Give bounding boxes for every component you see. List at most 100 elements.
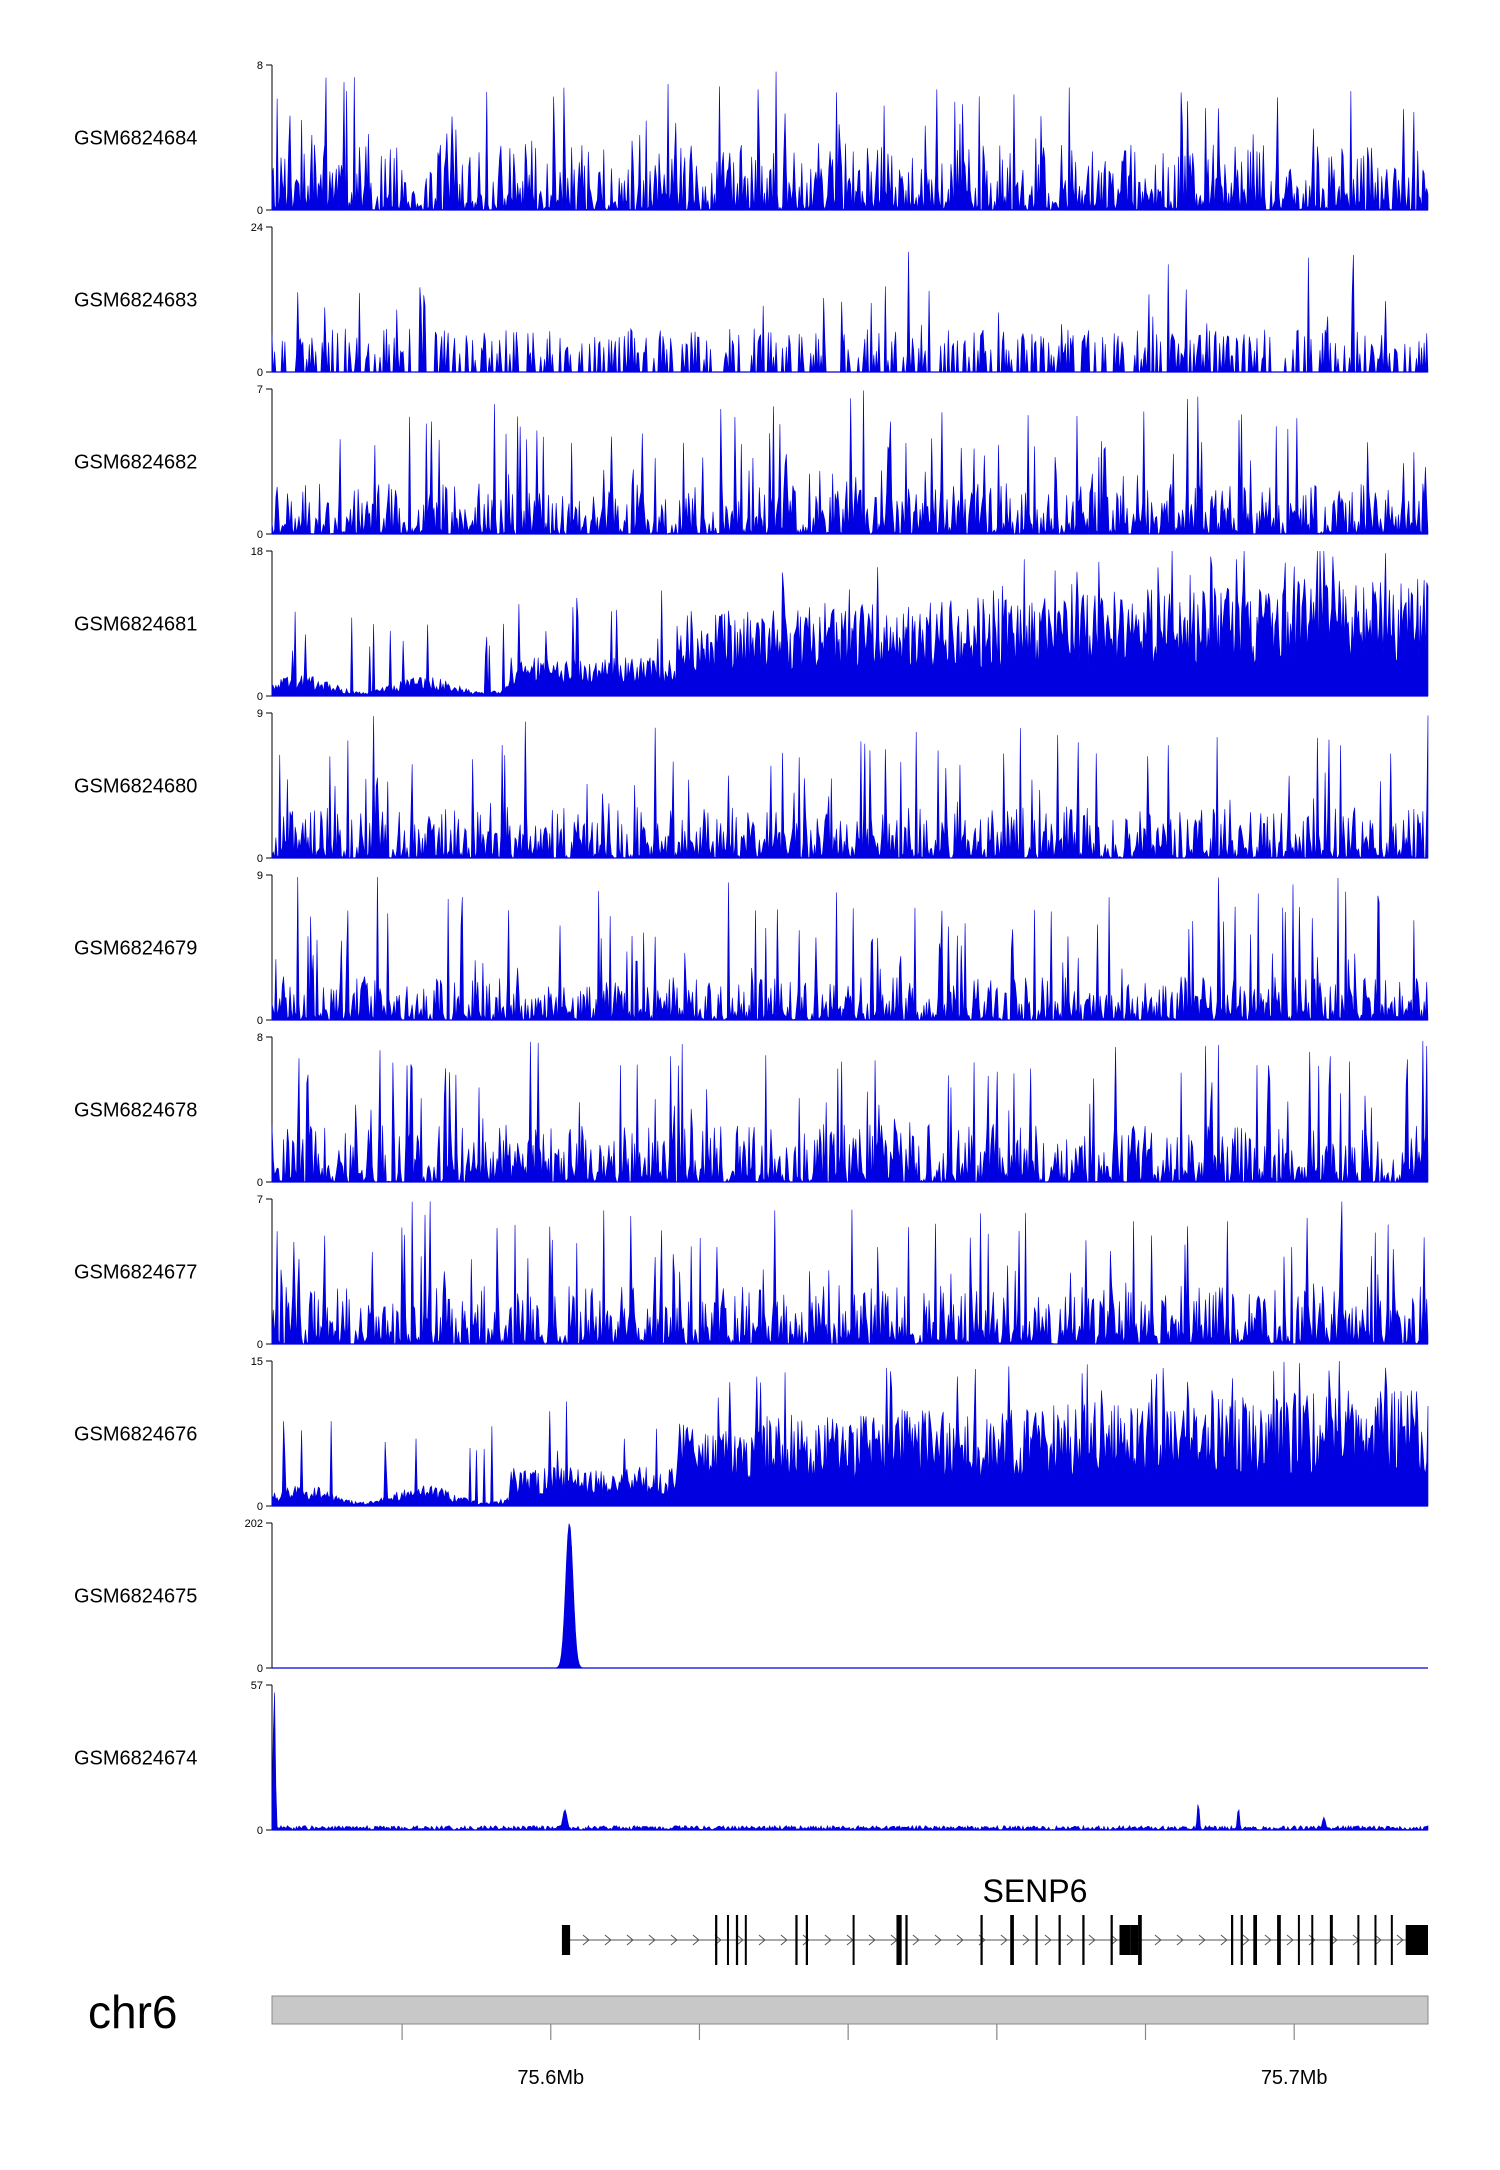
exon-block: [1110, 1915, 1113, 1965]
exon-block: [852, 1915, 855, 1965]
exon-block: [1390, 1915, 1393, 1965]
exon-block: [1329, 1915, 1333, 1965]
signal-area: [271, 1692, 1429, 1831]
exon-block: [980, 1915, 983, 1965]
track-label: GSM6824674: [74, 1748, 197, 1770]
track-label: GSM6824678: [74, 1100, 197, 1122]
strand-arrow: [824, 1934, 832, 1946]
y-tick-label-min: 0: [257, 1339, 263, 1351]
exon-block: [905, 1915, 908, 1965]
y-tick-label-min: 0: [257, 1663, 263, 1675]
y-tick-label-min: 0: [257, 1501, 263, 1513]
strand-arrow: [626, 1934, 634, 1946]
track-GSM6824676: GSM6824676 15 0: [74, 1356, 1429, 1513]
strand-arrow: [1022, 1934, 1030, 1946]
y-tick-label-max: 9: [257, 870, 263, 882]
strand-arrow: [1242, 1934, 1250, 1946]
exon-block: [715, 1915, 718, 1965]
y-tick-label-max: 24: [251, 222, 263, 234]
y-tick-label-min: 0: [257, 367, 263, 379]
exon-block: [1010, 1915, 1014, 1965]
y-tick-label-max: 8: [257, 1032, 263, 1044]
track-label: GSM6824680: [74, 776, 197, 798]
y-tick-label-min: 0: [257, 1015, 263, 1027]
y-tick-label-min: 0: [257, 853, 263, 865]
signal-area: [271, 715, 1429, 860]
track-label: GSM6824682: [74, 452, 197, 474]
y-tick-label-min: 0: [257, 205, 263, 217]
strand-arrow: [1330, 1934, 1338, 1946]
strand-arrow: [1176, 1934, 1184, 1946]
signal-area: [271, 390, 1429, 536]
gene-name-label: SENP6: [982, 1873, 1087, 1909]
track-GSM6824679: GSM6824679 9 0: [74, 870, 1429, 1027]
exon-block: [561, 1925, 571, 1955]
strand-arrow: [604, 1934, 612, 1946]
track-label: GSM6824684: [74, 128, 197, 150]
strand-arrow: [780, 1934, 788, 1946]
exon-block: [1405, 1925, 1428, 1955]
strand-arrow: [1066, 1934, 1074, 1946]
signal-area: [271, 550, 1429, 697]
exon-block: [896, 1915, 902, 1965]
strand-arrow: [802, 1934, 810, 1946]
strand-arrow: [648, 1934, 656, 1946]
signal-area: [271, 1040, 1429, 1184]
signal-tracks: GSM682468480GSM6824683240GSM682468270GSM…: [74, 60, 1429, 1837]
strand-arrow: [1286, 1934, 1294, 1946]
y-tick-label-max: 15: [251, 1356, 263, 1368]
strand-arrow: [1264, 1934, 1272, 1946]
y-tick-label-max: 57: [251, 1680, 263, 1692]
exon-block: [795, 1915, 798, 1965]
y-tick-label-max: 8: [257, 60, 263, 72]
strand-arrow: [670, 1934, 678, 1946]
y-tick-label-min: 0: [257, 1825, 263, 1837]
y-tick-label-min: 0: [257, 529, 263, 541]
strand-arrow: [1198, 1934, 1206, 1946]
exon-block: [1119, 1925, 1131, 1955]
y-tick-label-max: 7: [257, 384, 263, 396]
y-tick-label-max: 202: [245, 1518, 263, 1530]
track-GSM6824678: GSM6824678 8 0: [74, 1032, 1429, 1189]
signal-area: [271, 251, 1429, 373]
strand-arrow: [912, 1934, 920, 1946]
track-label: GSM6824677: [74, 1262, 197, 1284]
exon-block: [1374, 1915, 1377, 1965]
y-tick-label-max: 9: [257, 708, 263, 720]
exon-block: [735, 1915, 739, 1965]
track-label: GSM6824679: [74, 938, 197, 960]
exon-block: [726, 1915, 729, 1965]
exon-block: [1357, 1915, 1360, 1965]
strand-arrow: [1220, 1934, 1228, 1946]
strand-arrow: [1396, 1934, 1404, 1946]
exon-block: [1297, 1915, 1300, 1965]
x-tick-label: 75.7Mb: [1261, 2067, 1328, 2089]
strand-arrow: [736, 1934, 744, 1946]
track-label: GSM6824683: [74, 290, 197, 312]
strand-arrow: [1088, 1934, 1096, 1946]
y-tick-label-max: 18: [251, 546, 263, 558]
exon-block: [1230, 1915, 1234, 1965]
exon-block: [1240, 1915, 1243, 1965]
track-label: GSM6824681: [74, 614, 197, 636]
gene-annotation-track: SENP6: [561, 1873, 1428, 1965]
y-tick-label-min: 0: [257, 1177, 263, 1189]
chromosome-axis: chr6 75.6Mb 75.7Mb: [88, 1986, 1429, 2089]
track-GSM6824674: GSM6824674 57 0: [74, 1680, 1429, 1837]
strand-arrow: [1154, 1934, 1162, 1946]
exon-block: [1035, 1915, 1038, 1965]
exon-block: [805, 1915, 808, 1965]
strand-arrow: [758, 1934, 766, 1946]
track-GSM6824681: GSM6824681 18 0: [74, 546, 1429, 703]
signal-area: [271, 1360, 1429, 1507]
track-GSM6824680: GSM6824680 9 0: [74, 708, 1429, 865]
strand-arrow: [1000, 1934, 1008, 1946]
strand-arrow: [934, 1934, 942, 1946]
track-GSM6824683: GSM6824683 24 0: [74, 222, 1429, 379]
y-tick-label-max: 7: [257, 1194, 263, 1206]
track-GSM6824684: GSM6824684 8 0: [74, 60, 1429, 217]
exon-block: [1082, 1915, 1085, 1965]
track-label: GSM6824675: [74, 1586, 197, 1608]
strand-arrow: [692, 1934, 700, 1946]
